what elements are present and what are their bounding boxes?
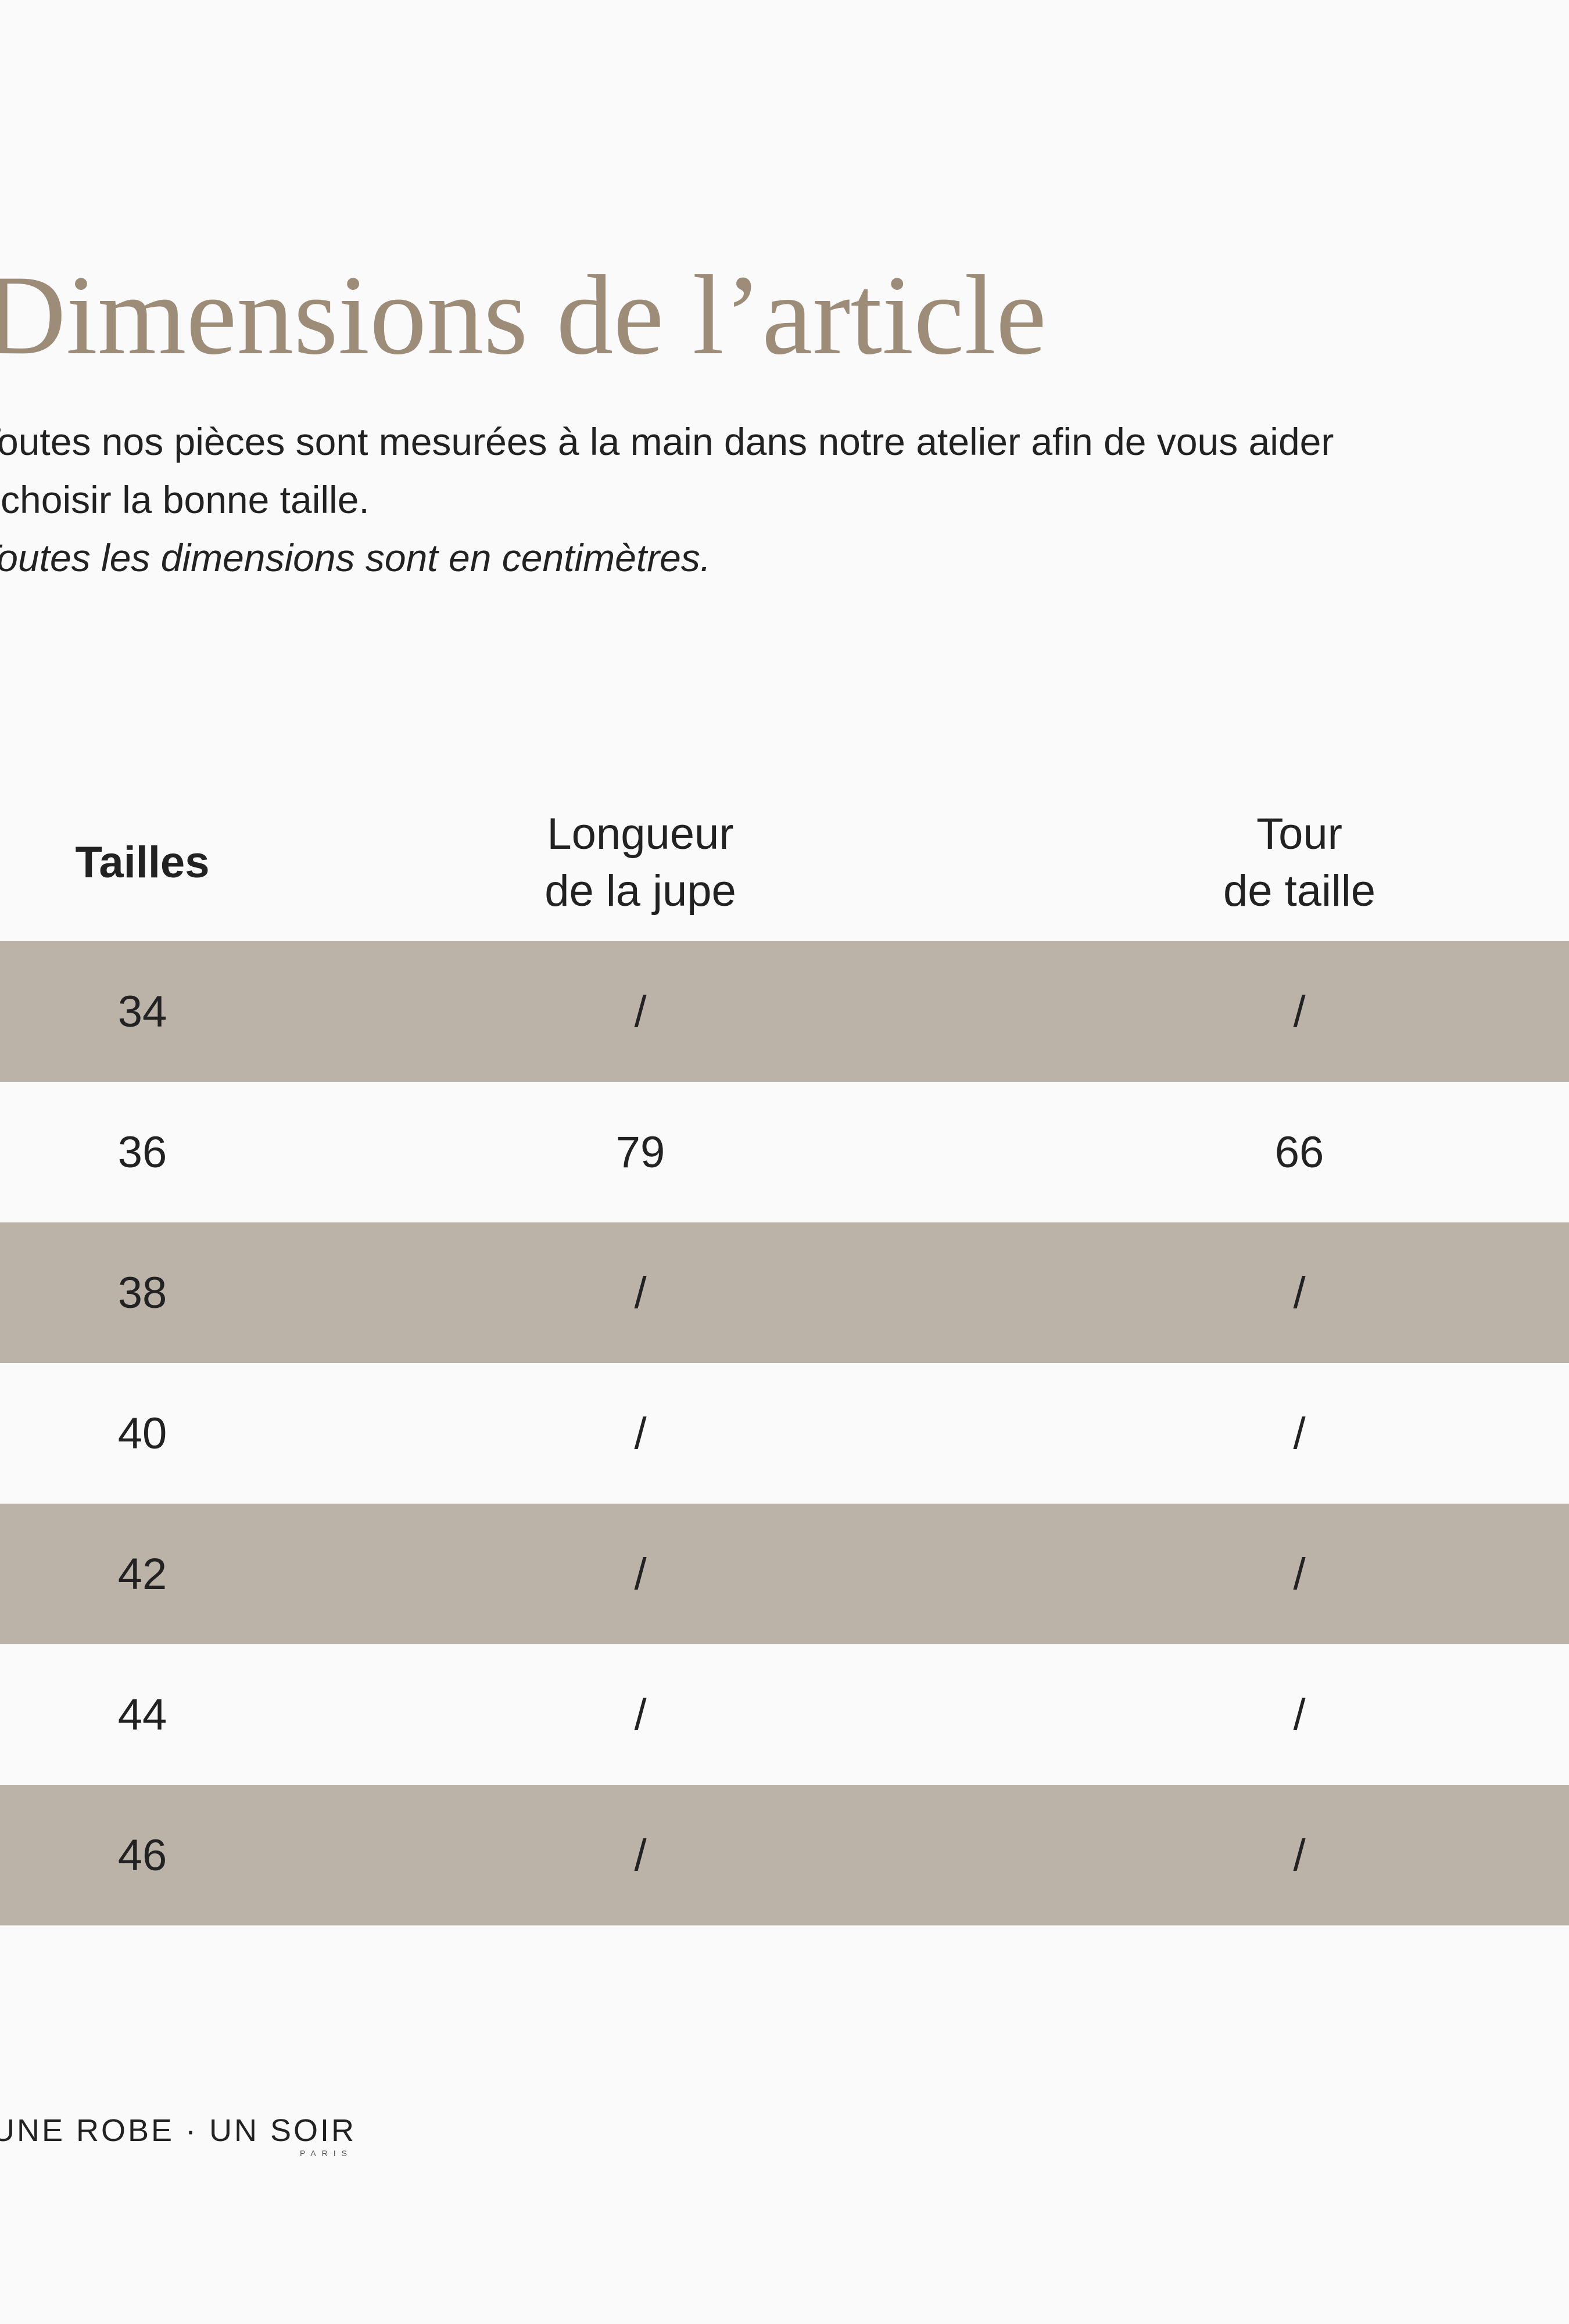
cell: / [634, 1408, 647, 1458]
table-row: 38 / / [0, 1222, 1569, 1363]
cell: / [634, 1549, 647, 1599]
cell: 38 [117, 1268, 167, 1318]
table-row: 44 / / [0, 1644, 1569, 1785]
column-header: Tailles [75, 838, 210, 887]
cell: 66 [1274, 1127, 1324, 1177]
cell: 34 [117, 987, 167, 1037]
cell: / [634, 987, 647, 1037]
cell: / [1293, 1830, 1306, 1880]
column-header: Longueur de la jupe [545, 809, 736, 916]
header-row: Tailles Longueur de la jupe Tour de taille [0, 784, 1569, 941]
table-row: 40 / / [0, 1363, 1569, 1504]
footer: UNE ROBE · UN SOIR PARIS [0, 2113, 357, 2158]
cell: / [634, 1268, 647, 1318]
intro: Toutes nos pièces sont mesurées à la mai… [0, 413, 1334, 587]
cell: 79 [615, 1127, 665, 1177]
cell: 36 [117, 1127, 167, 1177]
logo-sub: PARIS [300, 2149, 353, 2158]
cell: 46 [117, 1830, 167, 1880]
size-table: Tailles Longueur de la jupe Tour de taille… [0, 784, 1569, 1925]
cell: 42 [117, 1549, 167, 1599]
cell: / [634, 1690, 647, 1740]
logo: UNE ROBE · UN SOIR [0, 2113, 357, 2148]
cell: 44 [117, 1690, 167, 1740]
cell: / [1293, 1408, 1306, 1458]
column-header: Tour de taille [1223, 809, 1375, 916]
cell: / [1293, 987, 1306, 1037]
cell: / [1293, 1690, 1306, 1740]
table-row: 36 79 66 [0, 1082, 1569, 1222]
table-row: 34 / / [0, 941, 1569, 1082]
note: Toutes les dimensions sont en centimètre… [0, 536, 711, 579]
cell: / [1293, 1549, 1306, 1599]
intro-line: à choisir la bonne taille. [0, 478, 370, 521]
intro-line: Toutes nos pièces sont mesurées à la mai… [0, 420, 1334, 463]
cell: / [1293, 1268, 1306, 1318]
table-row: 42 / / [0, 1504, 1569, 1644]
cell: / [634, 1830, 647, 1880]
title: Dimensions de l’article [0, 252, 1047, 378]
table-row: 46 / / [0, 1785, 1569, 1925]
cell: 40 [117, 1408, 167, 1458]
